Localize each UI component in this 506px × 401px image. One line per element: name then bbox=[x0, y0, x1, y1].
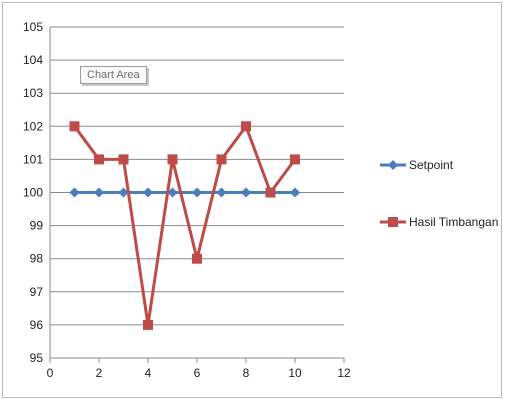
data-point[interactable] bbox=[143, 187, 153, 198]
data-point[interactable] bbox=[118, 187, 129, 198]
chart-area-tooltip: Chart Area bbox=[80, 66, 147, 84]
y-tick-label: 96 bbox=[30, 318, 44, 332]
y-tick-label: 100 bbox=[23, 186, 43, 200]
legend-label[interactable]: Hasil Timbangan bbox=[409, 215, 498, 229]
data-point[interactable] bbox=[290, 154, 300, 165]
y-tick-label: 95 bbox=[30, 351, 44, 365]
data-point[interactable] bbox=[265, 187, 276, 198]
y-tick-label: 102 bbox=[23, 119, 43, 133]
x-tick-label: 4 bbox=[145, 366, 152, 380]
data-point[interactable] bbox=[167, 187, 178, 198]
data-point[interactable] bbox=[216, 187, 227, 198]
data-point[interactable] bbox=[69, 121, 80, 132]
data-point[interactable] bbox=[167, 154, 178, 165]
x-tick-label: 12 bbox=[337, 366, 351, 380]
y-tick-label: 104 bbox=[23, 53, 43, 67]
y-tick-label: 101 bbox=[23, 152, 43, 166]
y-tick-label: 103 bbox=[23, 86, 43, 100]
data-point[interactable] bbox=[94, 187, 104, 198]
legend-marker bbox=[388, 160, 398, 170]
data-point[interactable] bbox=[192, 253, 202, 264]
y-tick-label: 105 bbox=[23, 20, 43, 34]
x-tick-label: 8 bbox=[243, 366, 250, 380]
x-tick-label: 2 bbox=[96, 366, 103, 380]
legend-marker bbox=[388, 217, 398, 227]
series-line-2 bbox=[73, 124, 297, 327]
y-tick-label: 97 bbox=[30, 285, 44, 299]
x-tick-label: 0 bbox=[47, 366, 54, 380]
data-point[interactable] bbox=[69, 187, 80, 198]
x-tick-label: 10 bbox=[288, 366, 302, 380]
data-point[interactable] bbox=[118, 154, 129, 165]
y-tick-label: 99 bbox=[30, 219, 44, 233]
x-tick-label: 6 bbox=[194, 366, 201, 380]
y-tick-label: 98 bbox=[30, 252, 44, 266]
data-point[interactable] bbox=[143, 319, 153, 330]
data-point[interactable] bbox=[241, 121, 251, 132]
data-point[interactable] bbox=[94, 154, 104, 165]
data-point[interactable] bbox=[290, 187, 300, 198]
legend-label[interactable]: Setpoint bbox=[409, 158, 454, 172]
data-point[interactable] bbox=[216, 154, 227, 165]
data-point[interactable] bbox=[241, 187, 251, 198]
data-point[interactable] bbox=[192, 187, 202, 198]
